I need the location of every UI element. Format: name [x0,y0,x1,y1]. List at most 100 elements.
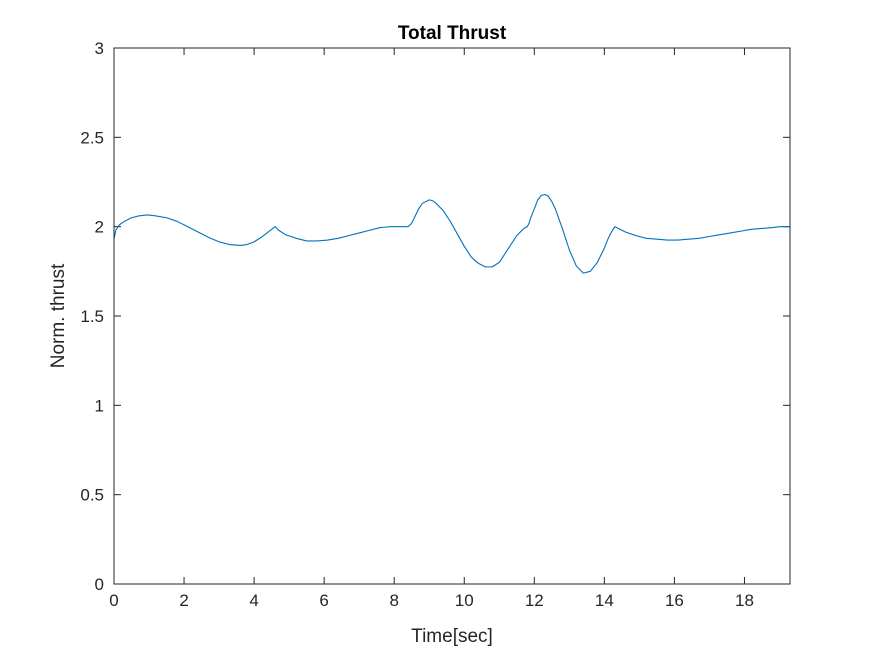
data-point [779,226,780,227]
data-point [761,228,763,229]
data-point [583,272,584,274]
x-tick-label: 8 [389,591,398,610]
data-point [176,221,178,222]
data-point [369,229,370,231]
y-tick-label: 1 [95,396,104,415]
data-point [246,244,248,245]
tick-label-layer: 0 2 4 6 8 10 12 14 16 18 0 0.5 1 1.5 2 2.5 3 [80,39,754,610]
data-point [541,195,542,196]
data-point [534,208,535,210]
x-axis-label: Time[sec] [411,626,493,647]
data-point [562,228,563,229]
x-tick-label: 12 [525,591,544,610]
x-tick-label: 10 [455,591,474,610]
data-point [600,254,602,256]
data-point [618,228,619,229]
data-point [719,234,721,236]
data-point [477,262,479,264]
data-point [509,246,511,247]
data-point [115,229,117,231]
x-tick-label: 16 [665,591,684,610]
data-point [688,238,689,240]
chart-title: Total Thrust [398,23,507,44]
data-point [138,215,139,217]
y-tick-label: 0.5 [80,486,104,505]
data-point [418,208,420,210]
axes-box [113,47,791,585]
data-point [484,266,486,268]
data-point [218,241,220,243]
data-point [555,208,556,210]
x-tick-label: 14 [595,591,614,610]
x-tick-label: 18 [735,591,754,610]
plot-area [114,48,790,584]
data-point [239,245,241,246]
data-point [267,231,269,233]
data-point [407,226,409,227]
y-tick-label: 3 [95,39,104,58]
data-point [709,236,710,237]
series-layer [113,193,791,274]
data-point [516,235,518,236]
data-point [730,232,731,234]
data-point [435,203,437,204]
data-point [576,265,577,267]
data-point [166,217,167,219]
data-point [348,235,349,236]
data-point [611,231,612,233]
data-point [667,239,668,241]
data-point [124,221,125,222]
x-tick-label: 4 [249,591,258,610]
data-point [551,201,553,202]
data-point [530,217,532,219]
data-point [390,226,392,227]
data-point [337,237,339,239]
data-point [145,214,146,216]
data-point [502,256,504,258]
data-point [544,194,546,195]
data-point [414,215,416,217]
data-point [470,256,472,258]
ticks-layer [113,47,790,585]
data-point [432,200,434,202]
data-point [772,227,773,228]
data-point [306,240,307,242]
data-point [229,244,230,245]
data-point [498,262,500,263]
data-point [187,226,188,227]
data-point [285,234,286,236]
data-point [527,226,528,227]
data-point [379,227,381,228]
data-point [548,195,549,197]
y-axis-label: Norm. thrust [48,263,69,368]
data-point [456,233,458,235]
data-point [614,226,616,227]
data-point [253,241,255,243]
data-point [590,271,591,272]
y-tick-label: 2 [95,218,104,237]
data-point [442,210,444,211]
data-point [148,214,150,216]
data-point [278,229,279,231]
data-point [411,222,413,224]
data-point [449,221,451,222]
y-tick-label: 0 [95,575,104,594]
data-point [677,239,679,241]
x-tick-label: 2 [179,591,188,610]
data-point [316,240,318,242]
data-point [421,203,423,204]
data-point [274,226,276,227]
x-tick-label: 0 [109,591,118,610]
data-point [569,249,570,251]
data-point [358,232,360,234]
data-point [397,226,399,227]
data-point [428,199,430,201]
y-tick-label: 1.5 [80,307,104,326]
data-point [635,235,637,236]
data-point [646,237,647,239]
data-point [751,229,752,230]
data-point [404,226,406,227]
data-point [528,222,530,224]
